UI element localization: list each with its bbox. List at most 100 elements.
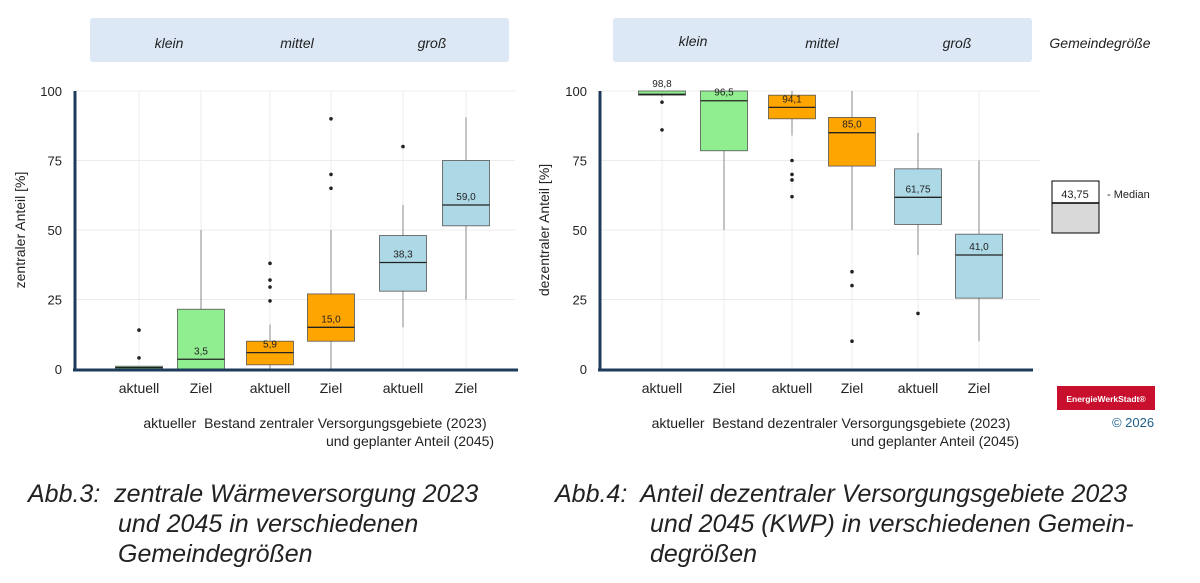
box-iqr — [442, 160, 490, 227]
chart-2-x-label-line1: aktueller Bestand dezentraler Versorgung… — [652, 415, 1011, 431]
header-group-klein-left: klein — [155, 35, 184, 51]
median-value-label: 98,8 — [652, 79, 672, 90]
header-group-gross-right: groß — [943, 35, 972, 51]
x-tick-label: aktuell — [642, 380, 682, 396]
x-tick-label: Ziel — [713, 380, 736, 396]
outlier-point — [329, 186, 333, 191]
header-group-gross-left: groß — [418, 35, 447, 51]
y-tick-label: 100 — [565, 84, 587, 99]
header-band-left — [90, 18, 509, 62]
median-value-label: 94,1 — [782, 94, 802, 105]
box-iqr — [828, 117, 876, 167]
outlier-point — [137, 356, 141, 360]
chart-1-gridlines — [75, 90, 515, 370]
brand-logo-background — [1057, 386, 1155, 410]
y-tick-label: 100 — [40, 84, 62, 99]
chart-1-x-label-line2: und geplanter Anteil (2045) — [326, 433, 494, 449]
box-groß-Ziel: 41,0 — [955, 160, 1003, 342]
box-iqr — [955, 233, 1003, 299]
caption-3-line-3: Gemeindegrößen — [118, 540, 313, 568]
x-tick-label: aktuell — [119, 380, 159, 396]
gemeindegroesse-label: Gemeindegröße — [1049, 35, 1150, 51]
box-groß-aktuell: 61,75 — [894, 132, 942, 316]
chart-1-x-ticks: aktuell Ziel aktuell Ziel aktuell Ziel — [119, 380, 478, 396]
copyright-text: © 2026 — [1112, 415, 1154, 430]
box-klein-aktuell — [115, 328, 163, 370]
chart-2-boxes: 98,8 96,5 94,1 85,0 61,75 41,0 — [638, 79, 1003, 344]
outlier-point — [916, 311, 920, 316]
y-tick-label: 25 — [573, 293, 587, 308]
header-band-right — [613, 18, 1032, 62]
caption-4-line-1: Abb.4: Anteil dezentraler Versorgungsgeb… — [555, 480, 1128, 508]
median-value-label: 85,0 — [842, 120, 862, 131]
x-tick-label: aktuell — [898, 380, 938, 396]
box-mittel-aktuell: 94,1 — [768, 91, 816, 199]
chart-2-y-ticks: 0 25 50 75 100 — [565, 84, 587, 377]
median-value-label: 41,0 — [969, 242, 989, 253]
caption-figure-4: Abb.4: Anteil dezentraler Versorgungsgeb… — [555, 479, 1134, 569]
box-mittel-aktuell: 5,9 — [246, 261, 294, 369]
outlier-point — [790, 172, 794, 177]
outlier-point — [268, 278, 272, 282]
box-mittel-Ziel: 15,0 — [307, 117, 355, 369]
y-tick-label: 75 — [573, 154, 587, 169]
outlier-point — [850, 283, 854, 288]
box-iqr — [894, 168, 942, 225]
median-value-label: 38,3 — [393, 250, 413, 261]
outlier-point — [850, 339, 854, 344]
outlier-point — [329, 172, 333, 177]
box-klein-aktuell: 98,8 — [638, 79, 686, 132]
median-value-label: 96,5 — [714, 88, 734, 99]
caption-3-line-2: und 2045 in verschiedenen — [118, 510, 419, 538]
legend-median-value: 43,75 — [1061, 189, 1089, 201]
median-value-label: 59,0 — [456, 192, 476, 203]
legend-median-text: - Median — [1107, 189, 1150, 201]
outlier-point — [790, 158, 794, 163]
outlier-point — [660, 128, 664, 132]
x-tick-label: Ziel — [841, 380, 864, 396]
caption-4-line-2: und 2045 (KWP) in verschiedenen Gemein- — [650, 510, 1134, 538]
box-iqr — [700, 90, 748, 152]
y-tick-label: 0 — [580, 362, 587, 377]
chart-2-x-ticks: aktuell Ziel aktuell Ziel aktuell Ziel — [642, 380, 991, 396]
box-klein-Ziel: 96,5 — [700, 88, 748, 230]
x-tick-label: aktuell — [383, 380, 423, 396]
brand-logo-text: EnergieWerkStadt® — [1066, 394, 1146, 404]
median-value-label: 5,9 — [263, 340, 277, 351]
median-value-label: 15,0 — [321, 314, 341, 325]
header-group-mittel-right: mittel — [805, 35, 839, 51]
x-tick-label: Ziel — [968, 380, 991, 396]
outlier-point — [790, 178, 794, 182]
y-tick-label: 25 — [48, 293, 62, 308]
outlier-point — [268, 299, 272, 303]
box-mittel-Ziel: 85,0 — [828, 91, 876, 344]
x-tick-label: Ziel — [455, 380, 478, 396]
box-iqr — [379, 235, 427, 292]
median-legend: 43,75 - Median — [1051, 180, 1150, 234]
median-value-label: 61,75 — [905, 184, 930, 195]
box-groß-Ziel: 59,0 — [442, 117, 490, 300]
outlier-point — [137, 328, 141, 332]
box-iqr — [638, 90, 686, 96]
chart-1-y-label: zentraler Anteil [%] — [12, 172, 28, 289]
outlier-point — [329, 117, 333, 121]
box-iqr — [177, 308, 225, 370]
x-tick-label: Ziel — [320, 380, 343, 396]
brand-logo: EnergieWerkStadt® — [1057, 386, 1155, 410]
chart-1-boxes: 3,5 5,9 15,0 38,3 59,0 — [115, 117, 490, 370]
y-tick-label: 75 — [48, 154, 62, 169]
chart-2-y-label: dezentraler Anteil [%] — [536, 164, 552, 296]
outlier-point — [401, 144, 405, 149]
box-iqr — [307, 293, 355, 342]
chart-1-y-ticks: 0 25 50 75 100 — [40, 84, 62, 377]
caption-3-line-1: Abb.3: zentrale Wärmeversorgung 2023 — [28, 480, 479, 508]
figure-canvas: klein mittel groß klein mittel groß Geme… — [12, 18, 1155, 449]
x-tick-label: aktuell — [772, 380, 812, 396]
chart-1-x-label-line1: aktueller Bestand zentraler Versorgungsg… — [143, 415, 486, 431]
chart-2-gridlines — [600, 90, 1040, 370]
outlier-point — [790, 194, 794, 199]
box-groß-aktuell: 38,3 — [379, 144, 427, 328]
header-group-klein-right: klein — [679, 33, 708, 49]
y-tick-label: 50 — [48, 223, 62, 238]
legend-box-bottom — [1051, 202, 1100, 234]
